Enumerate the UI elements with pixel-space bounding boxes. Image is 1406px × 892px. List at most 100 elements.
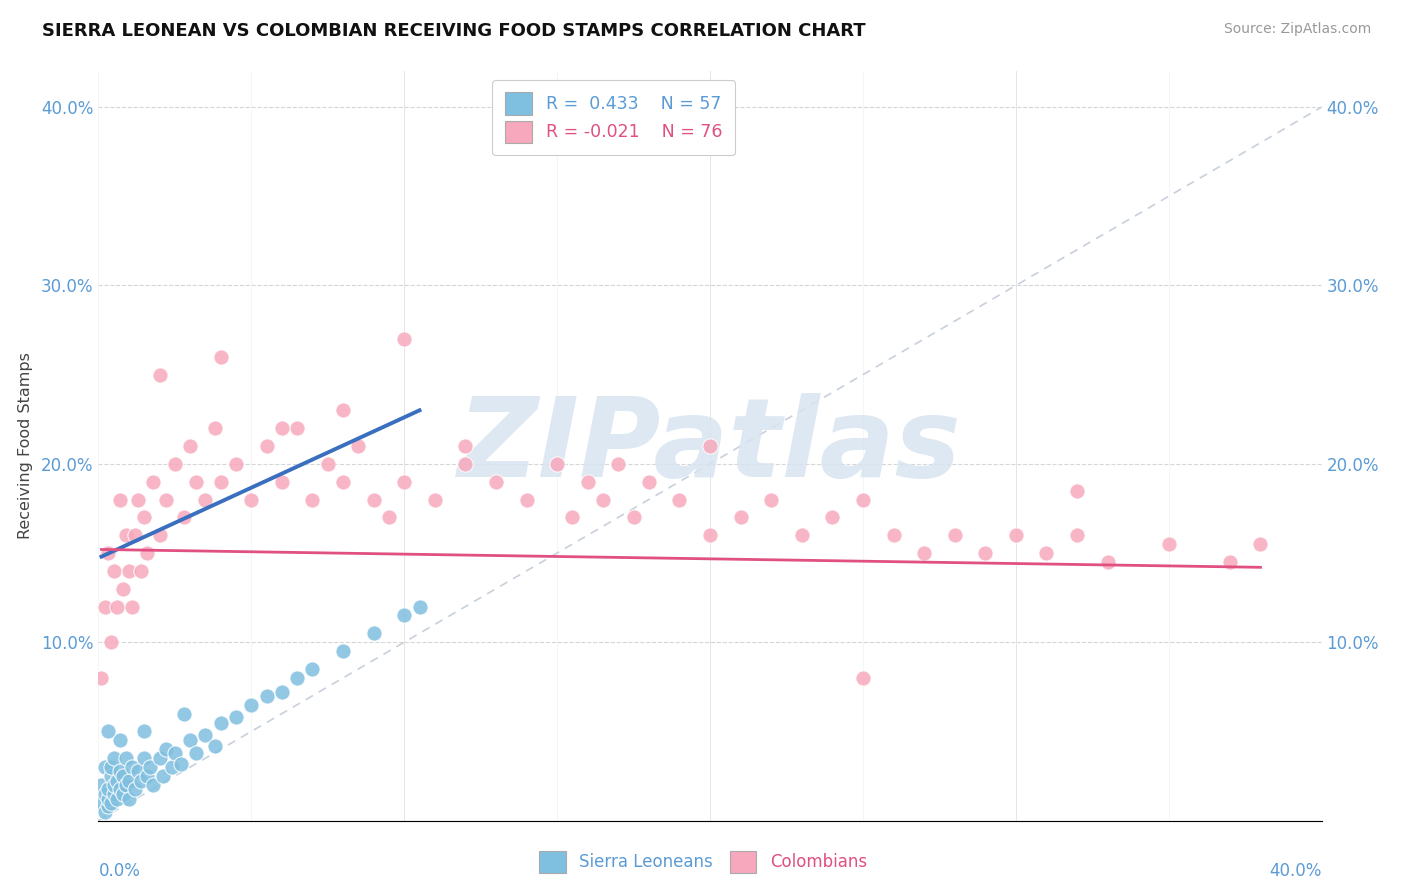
Point [105, 774, 128, 789]
Point [204, 421, 226, 435]
Point [152, 769, 174, 783]
Point [100, 769, 122, 783]
Point [852, 671, 875, 685]
Point [392, 332, 416, 346]
Point [821, 510, 844, 524]
Point [1097, 555, 1119, 569]
Point [108, 781, 131, 796]
Point [108, 733, 131, 747]
Point [124, 528, 146, 542]
Point [118, 792, 141, 806]
Point [124, 781, 146, 796]
Point [194, 728, 217, 742]
Point [225, 710, 247, 724]
Text: SIERRA LEONEAN VS COLOMBIAN RECEIVING FOOD STAMPS CORRELATION CHART: SIERRA LEONEAN VS COLOMBIAN RECEIVING FO… [42, 22, 866, 40]
Point [332, 475, 354, 489]
Point [108, 764, 131, 778]
Point [256, 439, 278, 453]
Point [209, 715, 232, 730]
Point [129, 564, 152, 578]
Point [1249, 537, 1271, 551]
Point [179, 733, 201, 747]
Text: 40.0%: 40.0% [1270, 862, 1322, 880]
Point [136, 546, 159, 560]
Point [155, 742, 177, 756]
Point [100, 760, 122, 774]
Point [225, 457, 247, 471]
Point [173, 510, 195, 524]
Point [97, 546, 120, 560]
Point [699, 528, 721, 542]
Point [97, 724, 120, 739]
Point [103, 564, 125, 578]
Point [561, 510, 583, 524]
Point [1066, 528, 1088, 542]
Point [149, 751, 172, 765]
Point [270, 475, 292, 489]
Point [332, 644, 354, 658]
Point [270, 685, 292, 699]
Point [134, 751, 156, 765]
Point [759, 492, 782, 507]
Point [103, 787, 125, 801]
Point [943, 528, 966, 542]
Point [163, 746, 186, 760]
Point [103, 778, 125, 792]
Point [392, 475, 416, 489]
Point [623, 510, 645, 524]
Point [115, 778, 138, 792]
Point [699, 439, 721, 453]
Point [186, 746, 208, 760]
Point [111, 769, 134, 783]
Point [194, 492, 217, 507]
Point [163, 457, 186, 471]
Point [100, 635, 122, 649]
Point [592, 492, 614, 507]
Point [90, 796, 112, 810]
Point [607, 457, 630, 471]
Point [93, 599, 115, 614]
Point [332, 403, 354, 417]
Point [912, 546, 935, 560]
Point [105, 599, 128, 614]
Point [204, 739, 226, 753]
Point [134, 724, 156, 739]
Point [111, 787, 134, 801]
Point [173, 706, 195, 721]
Point [1219, 555, 1241, 569]
Point [142, 778, 165, 792]
Point [149, 368, 172, 382]
Point [883, 528, 905, 542]
Point [155, 492, 177, 507]
Point [100, 796, 122, 810]
Point [142, 475, 165, 489]
Point [1004, 528, 1026, 542]
Point [118, 564, 141, 578]
Point [121, 599, 143, 614]
Point [285, 671, 308, 685]
Point [363, 492, 385, 507]
Point [240, 698, 263, 712]
Point [115, 528, 138, 542]
Point [392, 608, 416, 623]
Point [1066, 483, 1088, 498]
Point [363, 626, 385, 640]
Point [209, 475, 232, 489]
Point [316, 457, 339, 471]
Point [118, 774, 141, 789]
Point [454, 439, 477, 453]
Point [637, 475, 661, 489]
Point [139, 760, 162, 774]
Point [93, 760, 115, 774]
Text: ZIPatlas: ZIPatlas [458, 392, 962, 500]
Point [576, 475, 599, 489]
Point [790, 528, 813, 542]
Point [301, 492, 323, 507]
Point [186, 475, 208, 489]
Point [127, 764, 149, 778]
Point [347, 439, 370, 453]
Text: Source: ZipAtlas.com: Source: ZipAtlas.com [1223, 22, 1371, 37]
Point [108, 492, 131, 507]
Point [378, 510, 401, 524]
Point [408, 599, 430, 614]
